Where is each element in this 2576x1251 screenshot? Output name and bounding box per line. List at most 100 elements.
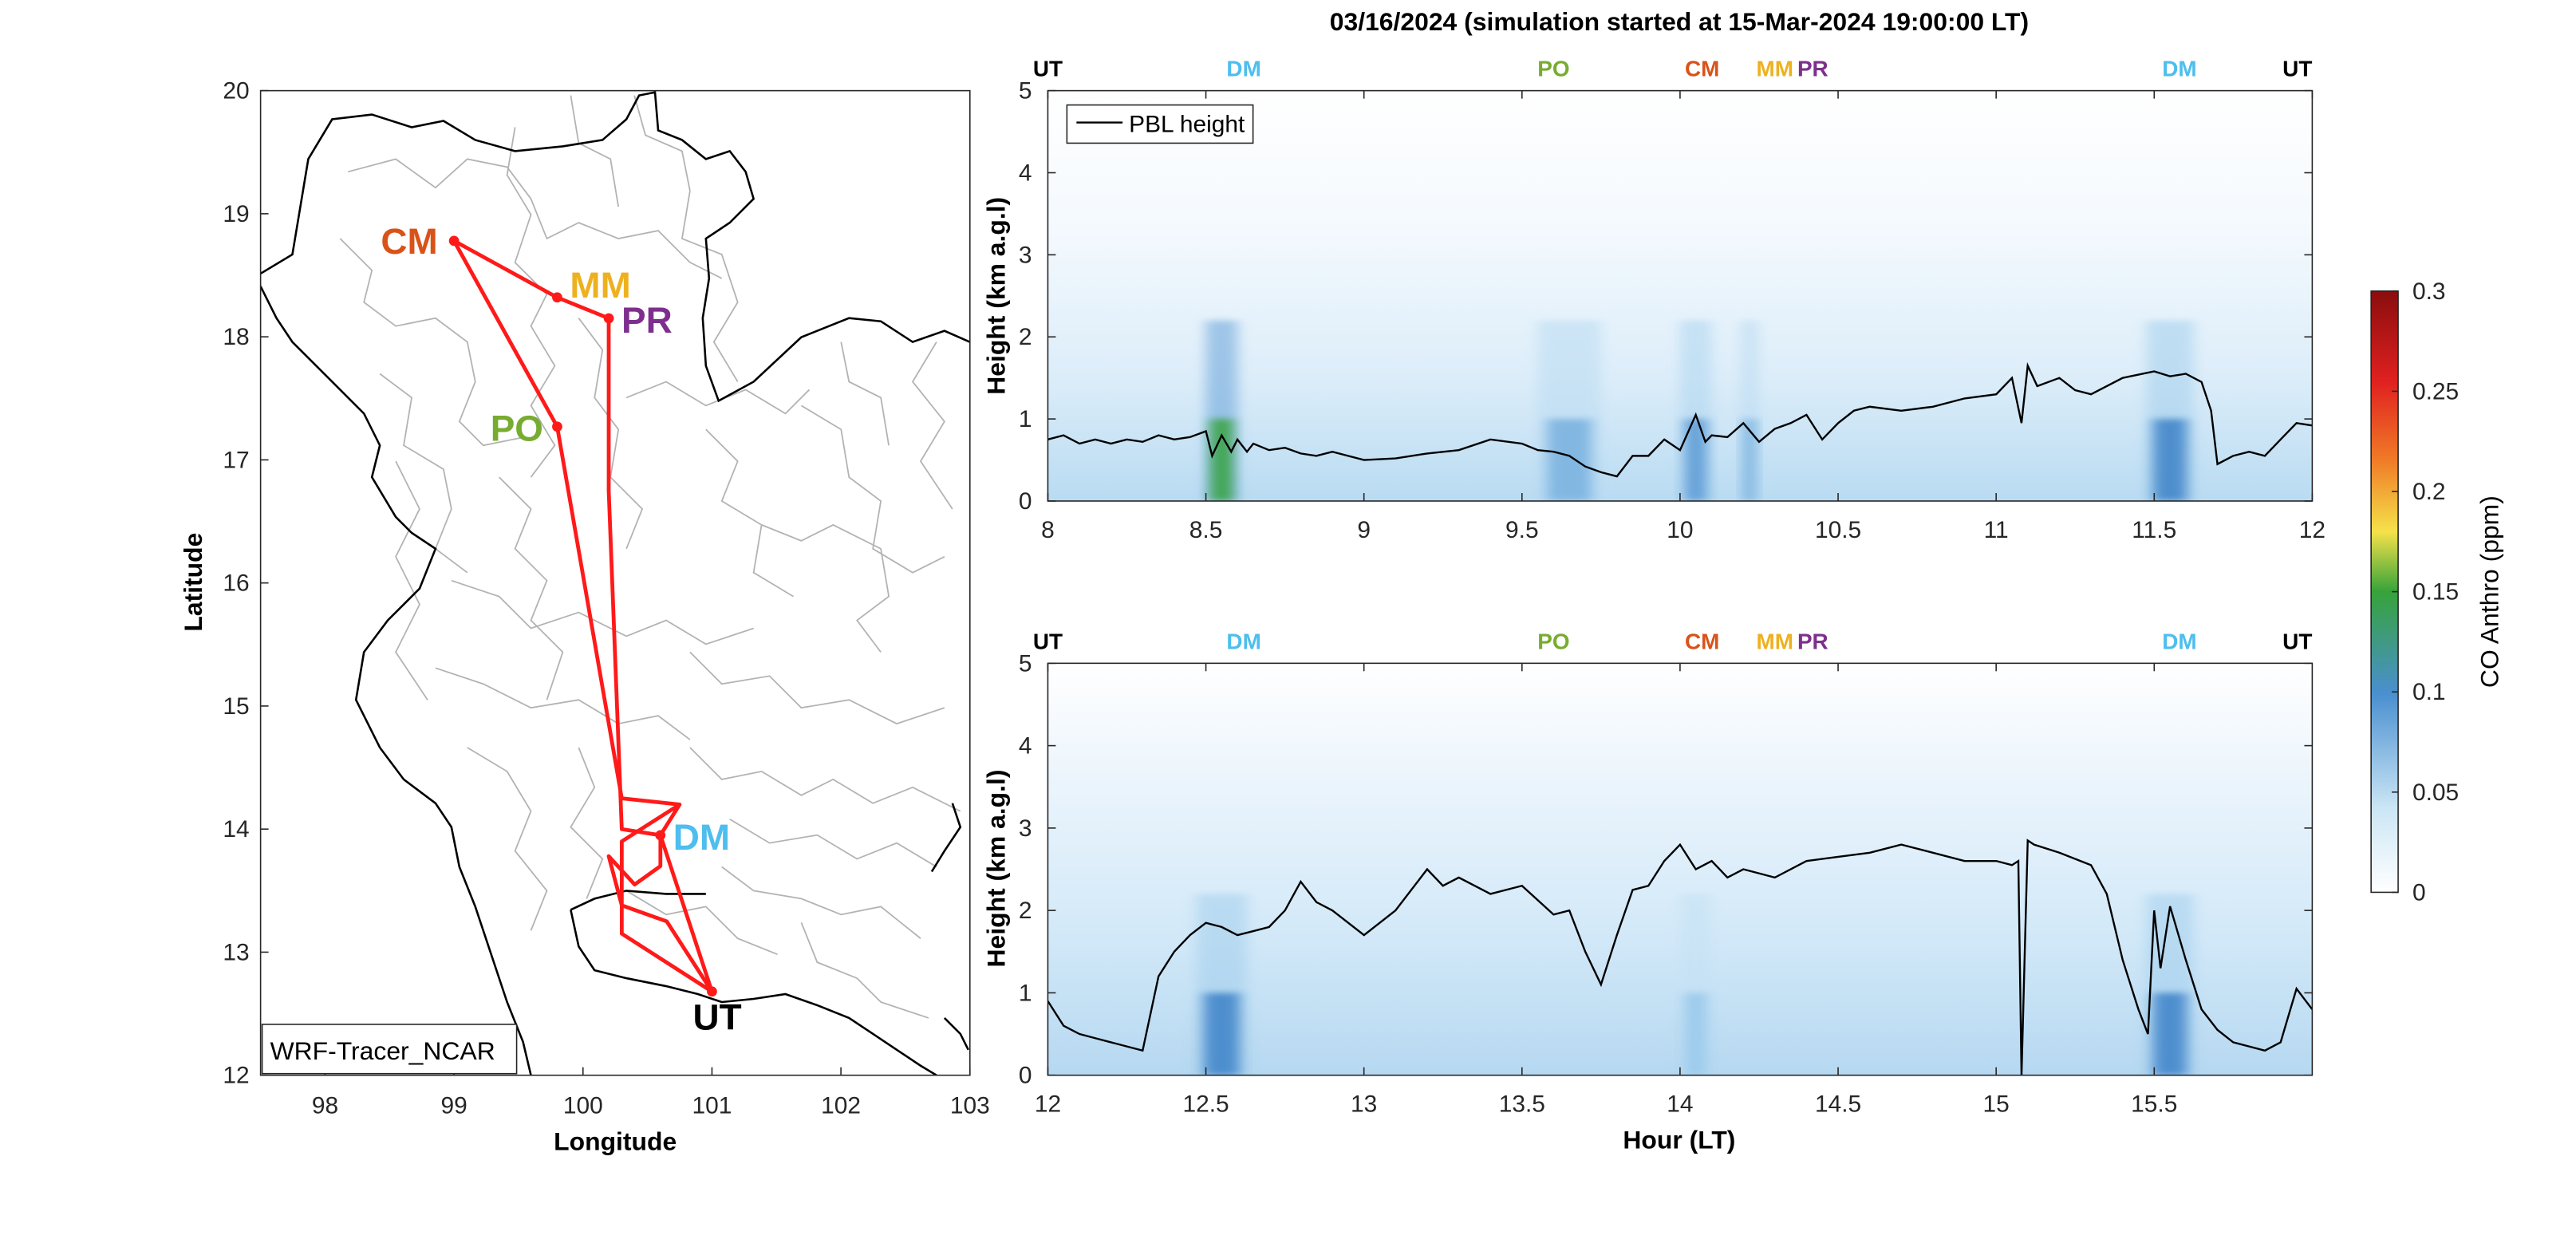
co-plume-core	[2153, 419, 2187, 501]
y-tick-label: 4	[1019, 160, 1032, 186]
station-dot	[655, 830, 666, 841]
y-tick-label: 5	[1019, 78, 1032, 105]
station-label-pr: PR	[621, 299, 673, 341]
x-tick-label: 14	[1667, 1091, 1693, 1118]
site-marker-cm: CM	[1685, 629, 1719, 653]
station-label-po: PO	[491, 408, 543, 449]
x-tick-label: 8.5	[1189, 517, 1223, 543]
map-legend-box	[261, 1024, 518, 1075]
site-marker-dm: DM	[2162, 629, 2196, 653]
map-x-ticks: 98 99 100 101 102 103	[312, 1067, 990, 1119]
y-tick-label: 0	[1019, 1063, 1032, 1089]
map-y-tick-label: 20	[223, 78, 249, 105]
y-tick-label: 5	[1019, 650, 1032, 677]
figure-title: 03/16/2024 (simulation started at 15-Mar…	[1330, 7, 2029, 36]
x-tick-label: 13	[1351, 1091, 1377, 1118]
map-y-tick-label: 17	[223, 447, 249, 473]
site-marker-pr: PR	[1797, 629, 1828, 653]
colorbar-tick-label: 0.3	[2412, 278, 2446, 305]
x-tick-label: 12	[2299, 517, 2326, 543]
y-tick-label: 2	[1019, 324, 1032, 350]
site-marker-mm: MM	[1757, 629, 1794, 653]
bottom-x-axis-label: Hour (LT)	[1623, 1125, 1735, 1154]
top-pbl-line	[1047, 361, 2313, 478]
colorbar-tick-label: 0.25	[2412, 378, 2459, 405]
station-dot	[552, 421, 562, 432]
station-label-ut: UT	[693, 996, 742, 1038]
bottom-co-plumes	[1196, 894, 2194, 1075]
site-marker-pr: PR	[1797, 57, 1828, 81]
co-plume-core	[1210, 419, 1233, 501]
map-x-tick-label: 100	[563, 1093, 603, 1119]
y-tick-label: 2	[1019, 898, 1032, 924]
site-marker-dm: DM	[1226, 629, 1260, 653]
x-tick-label: 13.5	[1499, 1091, 1545, 1118]
y-tick-label: 1	[1019, 406, 1032, 432]
site-marker-ut: UT	[2282, 57, 2312, 81]
site-marker-mm: MM	[1757, 57, 1794, 81]
colorbar-tick-label: 0.05	[2412, 779, 2459, 806]
map-y-tick-label: 18	[223, 324, 249, 350]
x-tick-label: 10.5	[1815, 517, 1861, 543]
site-marker-dm: DM	[2162, 57, 2196, 81]
colorbar: 0 0.05 0.1 0.15 0.2 0.25 0.3 CO Anthro (ppm)	[2370, 278, 2504, 906]
map-y-tick-label: 12	[223, 1063, 249, 1089]
x-tick-label: 12	[1035, 1091, 1061, 1118]
x-tick-label: 14.5	[1815, 1091, 1861, 1118]
station-dot	[707, 986, 717, 997]
map-x-tick-label: 101	[692, 1093, 732, 1119]
flight-route	[452, 239, 714, 994]
station-label-cm: CM	[381, 220, 437, 262]
map-y-tick-label: 15	[223, 693, 249, 720]
y-tick-label: 0	[1019, 488, 1032, 515]
x-tick-label: 11	[1984, 517, 2009, 543]
x-tick-label: 8	[1041, 517, 1055, 543]
bottom-site-markers: UT DM PO CM MM PR DM UT	[1033, 629, 2313, 653]
co-plume-core	[2153, 993, 2187, 1075]
station-dot	[448, 235, 460, 247]
map-y-tick-label: 14	[223, 816, 249, 843]
colorbar-tick-label: 0	[2412, 879, 2426, 906]
site-marker-po: PO	[1537, 629, 1569, 653]
top-co-plumes	[1205, 320, 2194, 501]
map-x-tick-label: 99	[440, 1093, 467, 1119]
top-y-axis-label: Height (km a.g.l)	[982, 197, 1011, 395]
colorbar-label: CO Anthro (ppm)	[2475, 495, 2504, 688]
x-tick-label: 9.5	[1505, 517, 1539, 543]
bottom-y-axis-label: Height (km a.g.l)	[982, 770, 1011, 968]
site-marker-ut: UT	[1033, 57, 1063, 81]
colorbar-tick-label: 0.1	[2412, 679, 2446, 705]
x-tick-label: 10	[1667, 517, 1693, 543]
top-frame	[1047, 89, 2314, 502]
site-marker-ut: UT	[2282, 629, 2312, 653]
x-tick-label: 15.5	[2131, 1091, 2177, 1118]
x-tick-label: 11.5	[2132, 517, 2176, 543]
pbl-legend-text: PBL height	[1129, 111, 1245, 137]
map-y-tick-label: 16	[223, 570, 249, 597]
bottom-frame	[1047, 662, 2314, 1076]
map-x-tick-label: 103	[950, 1093, 990, 1119]
map-x-tick-label: 98	[312, 1093, 338, 1119]
map-legend-text: WRF-Tracer_NCAR	[270, 1036, 495, 1065]
x-tick-label: 12.5	[1182, 1091, 1229, 1118]
site-marker-po: PO	[1537, 57, 1569, 81]
station-dot	[603, 313, 614, 324]
map-x-axis-label: Longitude	[554, 1127, 677, 1155]
colorbar-ticks: 0 0.05 0.1 0.15 0.2 0.25 0.3	[2392, 278, 2459, 906]
site-marker-cm: CM	[1685, 57, 1719, 81]
site-marker-ut: UT	[1033, 629, 1063, 653]
co-plume-core	[1204, 993, 1240, 1075]
map-y-tick-label: 13	[223, 939, 249, 965]
colorbar-tick-label: 0.15	[2412, 579, 2459, 606]
site-marker-dm: DM	[1226, 57, 1260, 81]
station-label-dm: DM	[673, 816, 730, 858]
y-tick-label: 3	[1019, 815, 1032, 842]
x-tick-label: 9	[1357, 517, 1371, 543]
